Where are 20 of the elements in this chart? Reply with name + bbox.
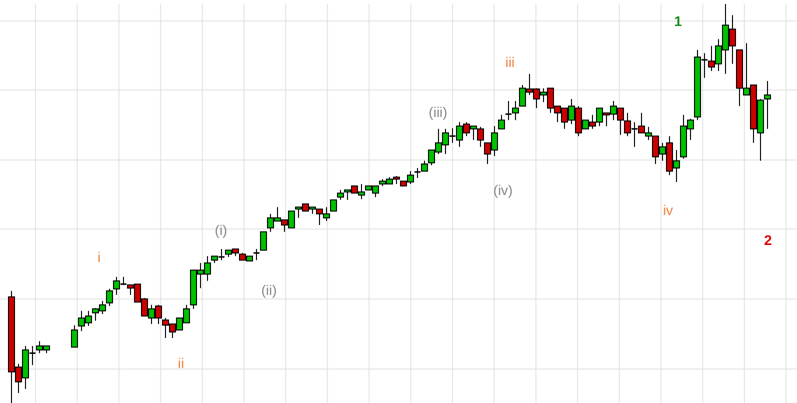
annotation: iii: [505, 54, 515, 70]
candlestick: [764, 80, 771, 130]
annotation: 1: [674, 13, 682, 29]
annotation: (iii): [428, 104, 448, 120]
candlestick: [504, 100, 512, 121]
candlestick: [337, 189, 344, 200]
annotation: (ii): [261, 282, 277, 298]
candlestick: [512, 100, 519, 121]
annotation: 2: [764, 232, 772, 248]
candlestick: [106, 288, 113, 307]
candlestick: [260, 231, 267, 251]
candlestick: [71, 324, 78, 348]
candlestick: [330, 199, 337, 212]
annotation: ii: [178, 355, 184, 371]
candlestick: [498, 114, 505, 130]
annotation: (i): [214, 222, 228, 238]
candlestick: [252, 248, 260, 261]
annotation: iv: [662, 202, 674, 218]
annotation: (iv): [493, 182, 513, 198]
annotation: i: [97, 249, 101, 265]
